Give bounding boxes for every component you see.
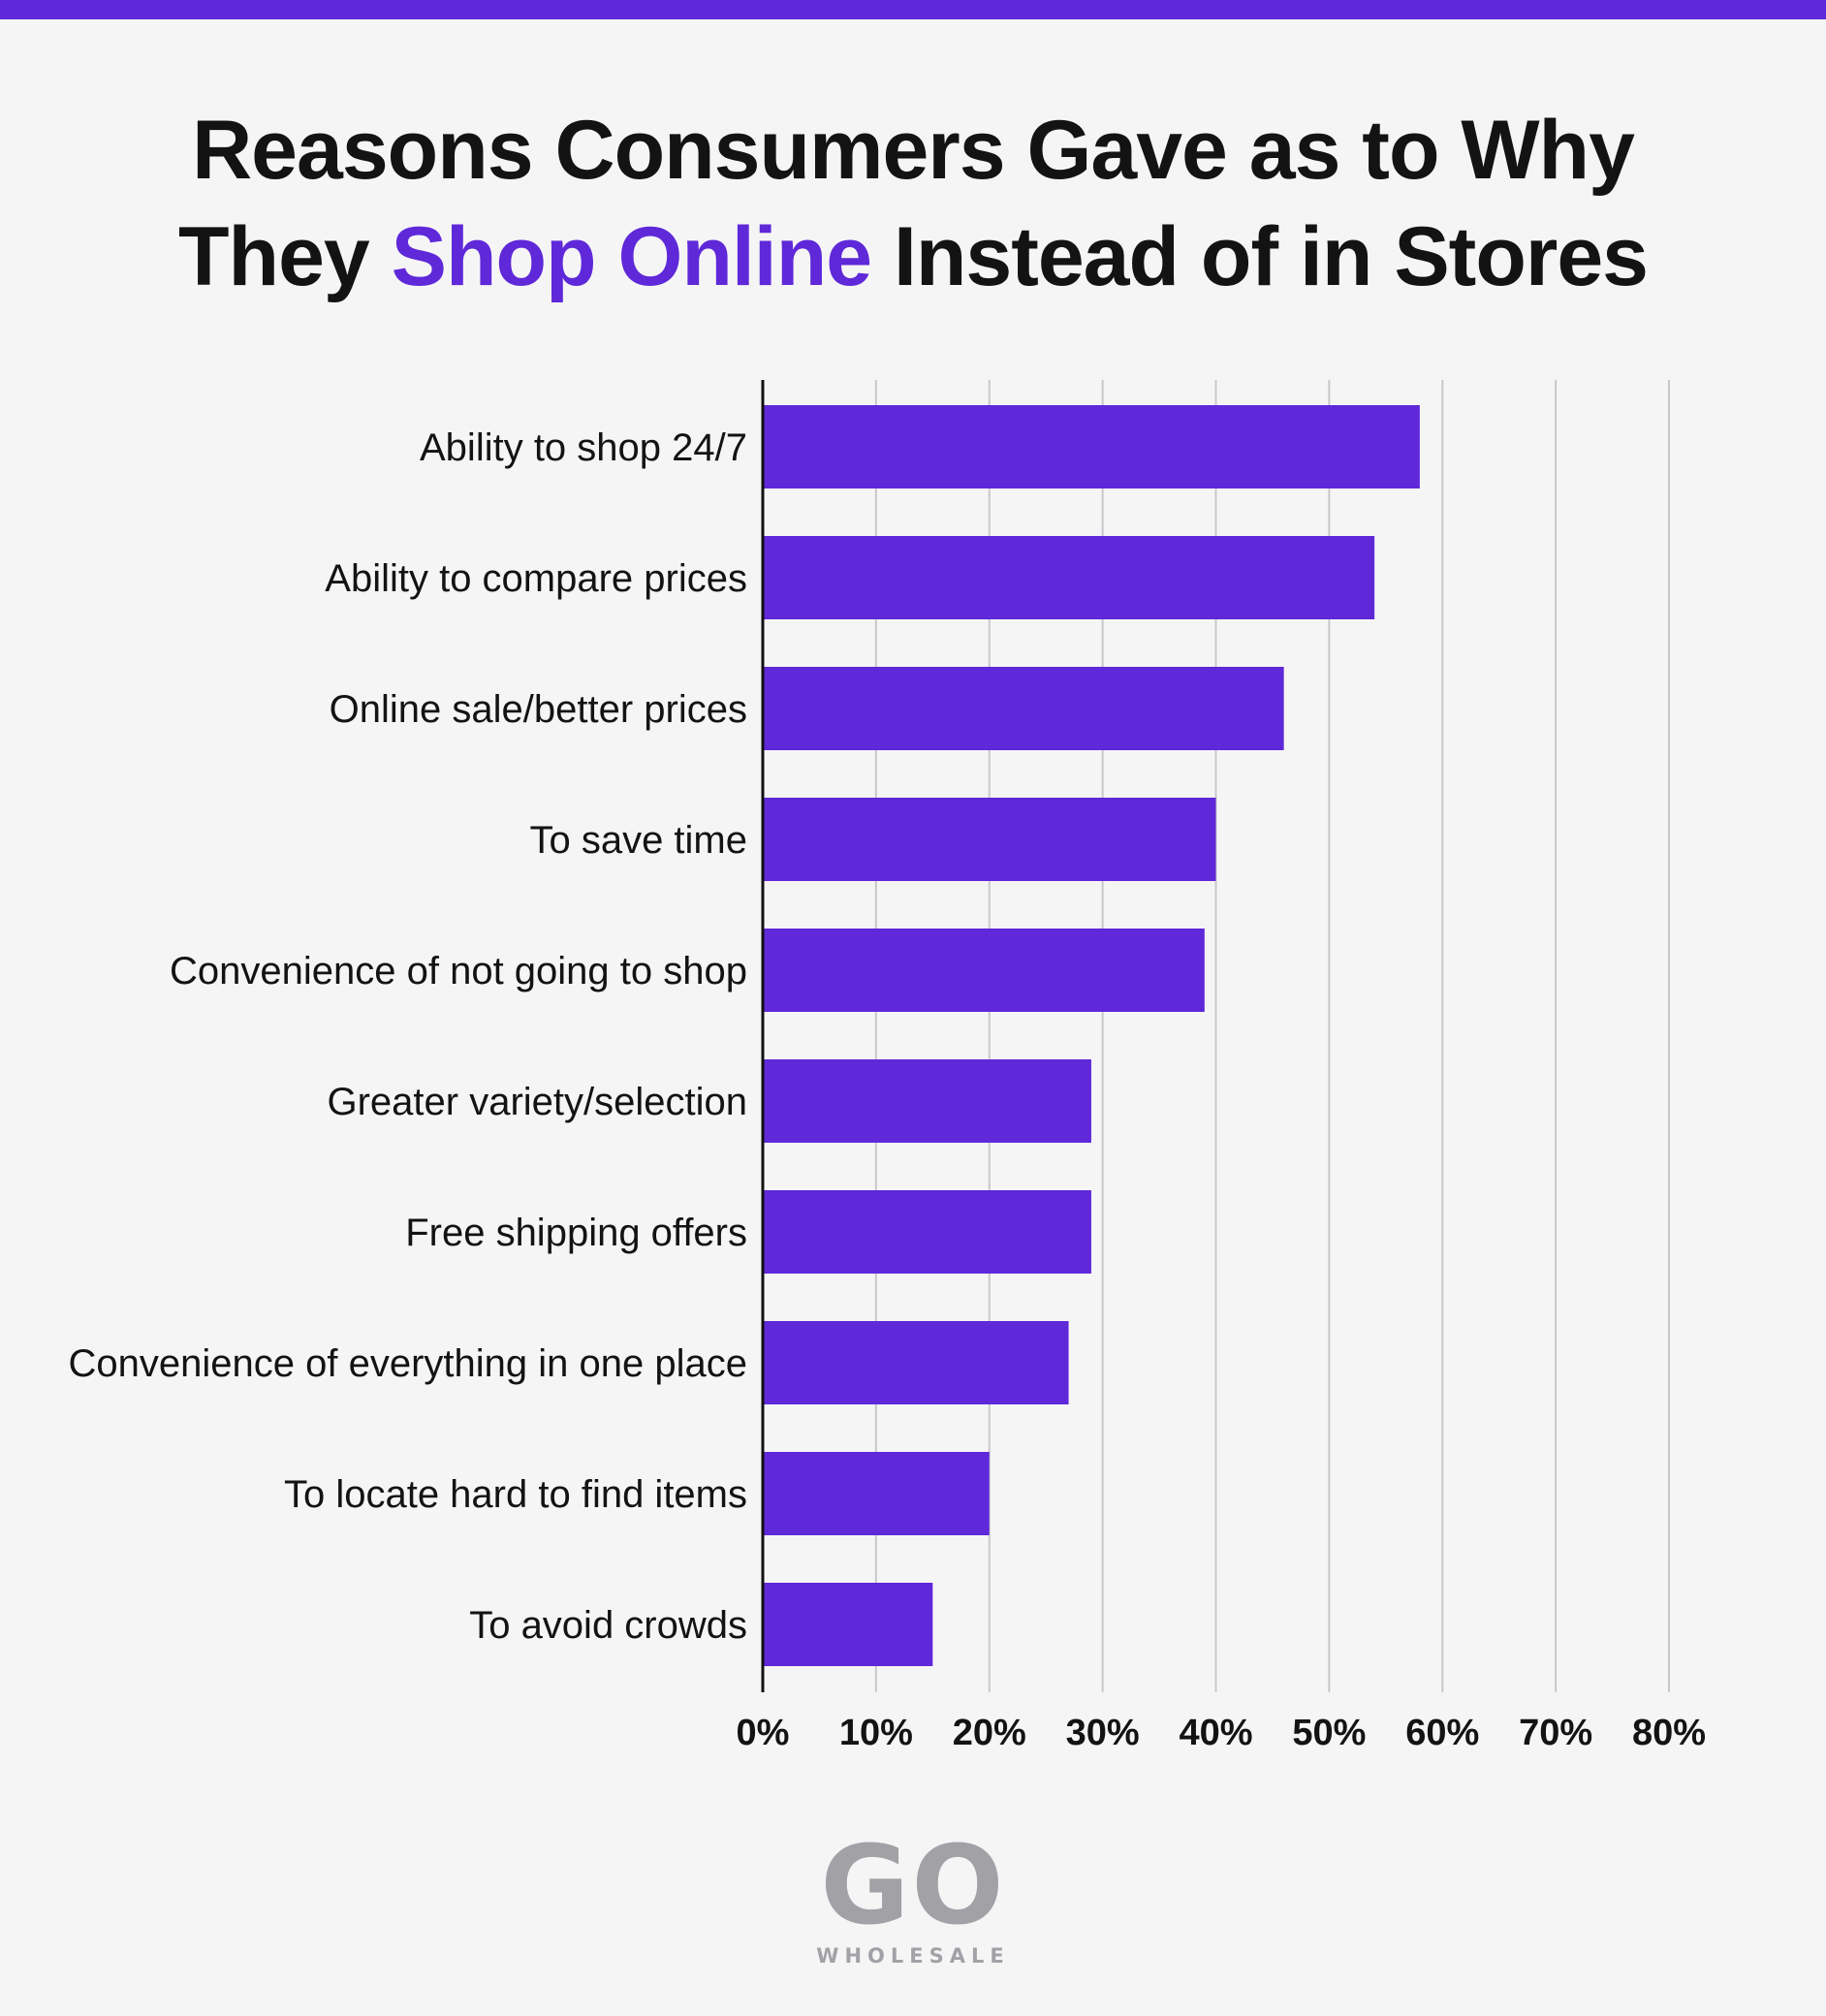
category-label: To avoid crowds xyxy=(469,1604,747,1647)
title-line-1: Reasons Consumers Gave as to Why xyxy=(192,104,1635,197)
category-label: Convenience of not going to shop xyxy=(170,950,747,992)
top-accent-bar xyxy=(0,0,1826,19)
category-label: To save time xyxy=(529,819,747,862)
category-label: Ability to compare prices xyxy=(325,557,747,600)
title-highlight: Shop Online xyxy=(391,210,872,303)
category-label: To locate hard to find items xyxy=(284,1473,747,1516)
chart-title: Reasons Consumers Gave as to Why They Sh… xyxy=(0,97,1826,310)
x-tick-label: 40% xyxy=(1179,1713,1252,1753)
bar-chart: Ability to shop 24/7 Ability to compare p… xyxy=(69,380,1706,1753)
x-tick-label: 10% xyxy=(839,1713,913,1753)
bar xyxy=(763,1190,1091,1274)
title-suffix: Instead of in Stores xyxy=(871,210,1649,303)
bar xyxy=(763,1321,1069,1404)
bar xyxy=(763,1452,990,1535)
x-tick-label: 20% xyxy=(953,1713,1026,1753)
bar xyxy=(763,1583,933,1666)
category-label: Free shipping offers xyxy=(405,1212,747,1254)
category-label: Greater variety/selection xyxy=(327,1081,747,1123)
bar xyxy=(763,667,1284,750)
logo-mark: GO xyxy=(820,1823,1006,1949)
x-tick-label: 30% xyxy=(1066,1713,1140,1753)
x-tick-label: 50% xyxy=(1292,1713,1366,1753)
bar xyxy=(763,798,1216,881)
bar xyxy=(763,1059,1091,1143)
category-label: Ability to shop 24/7 xyxy=(420,426,747,469)
bar xyxy=(763,536,1375,619)
category-label: Convenience of everything in one place xyxy=(69,1342,747,1385)
bar xyxy=(763,405,1420,488)
logo-subtitle: WHOLESALE xyxy=(816,1944,1010,1968)
x-tick-label: 80% xyxy=(1632,1713,1706,1753)
category-label: Online sale/better prices xyxy=(330,688,747,731)
bar xyxy=(763,929,1205,1012)
title-line-2: They Shop Online Instead of in Stores xyxy=(0,204,1826,310)
x-tick-label: 70% xyxy=(1519,1713,1592,1753)
title-prefix: They xyxy=(178,210,392,303)
x-tick-label: 60% xyxy=(1405,1713,1479,1753)
go-wholesale-logo: GO WHOLESALE xyxy=(0,1832,1826,1968)
x-tick-label: 0% xyxy=(737,1713,790,1753)
